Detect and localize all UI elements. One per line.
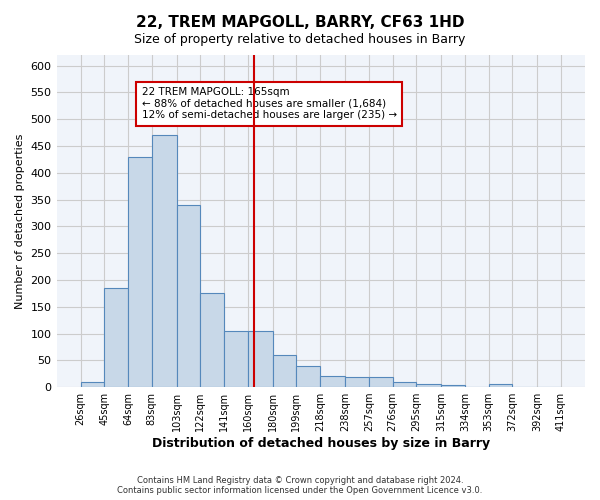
Bar	[488, 384, 512, 387]
Bar	[345, 378, 369, 387]
Text: Contains HM Land Registry data © Crown copyright and database right 2024.
Contai: Contains HM Land Registry data © Crown c…	[118, 476, 482, 495]
Bar	[80, 382, 104, 387]
Bar	[128, 157, 152, 387]
Text: 22 TREM MAPGOLL: 165sqm
← 88% of detached houses are smaller (1,684)
12% of semi: 22 TREM MAPGOLL: 165sqm ← 88% of detache…	[142, 87, 397, 120]
Bar	[416, 384, 441, 387]
Bar	[200, 294, 224, 387]
Bar	[104, 288, 128, 387]
Bar	[176, 205, 200, 387]
Bar	[465, 386, 488, 387]
Bar	[441, 386, 465, 387]
Bar	[320, 376, 345, 387]
Bar	[273, 355, 296, 387]
Bar	[392, 382, 416, 387]
Bar	[537, 386, 561, 387]
Text: 22, TREM MAPGOLL, BARRY, CF63 1HD: 22, TREM MAPGOLL, BARRY, CF63 1HD	[136, 15, 464, 30]
Bar	[369, 378, 392, 387]
Bar	[224, 331, 248, 387]
Y-axis label: Number of detached properties: Number of detached properties	[15, 134, 25, 308]
Bar	[512, 386, 537, 387]
Bar	[296, 366, 320, 387]
Bar	[152, 136, 176, 387]
Bar	[248, 331, 273, 387]
X-axis label: Distribution of detached houses by size in Barry: Distribution of detached houses by size …	[152, 437, 490, 450]
Text: Size of property relative to detached houses in Barry: Size of property relative to detached ho…	[134, 32, 466, 46]
